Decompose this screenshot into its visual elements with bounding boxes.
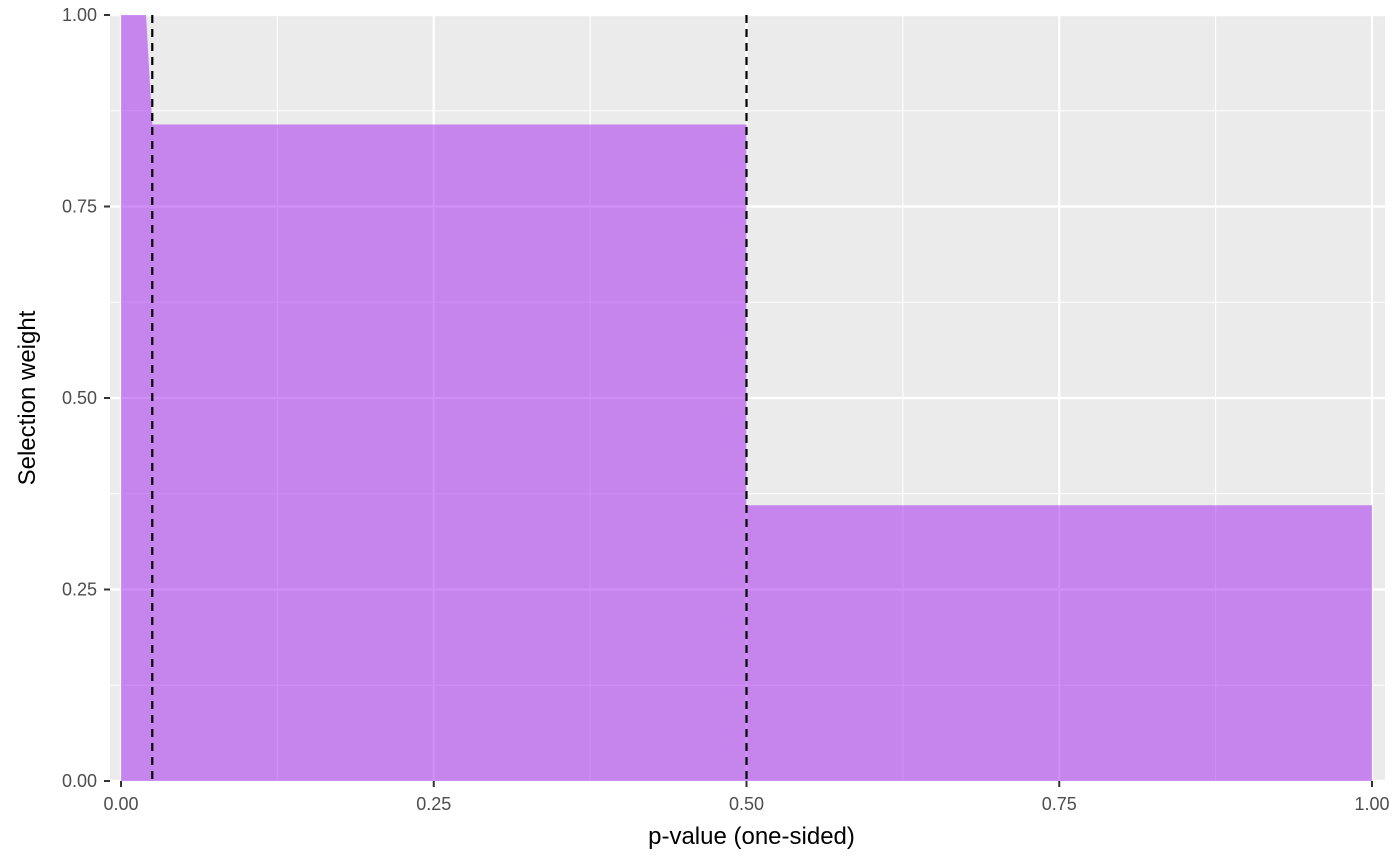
x-tick-label: 0.25 <box>416 794 451 814</box>
x-tick-label: 0.75 <box>1042 794 1077 814</box>
x-tick-label: 0.00 <box>103 794 138 814</box>
y-axis: 0.00 0.25 0.50 0.75 1.00 <box>62 5 110 791</box>
x-axis-title: p-value (one-sided) <box>648 823 855 850</box>
y-tick-label: 0.50 <box>62 388 97 408</box>
y-tick-label: 0.75 <box>62 197 97 217</box>
x-tick-label: 0.50 <box>729 794 764 814</box>
y-axis-title: Selection weight <box>14 310 41 485</box>
x-axis: 0.00 0.25 0.50 0.75 1.00 <box>103 781 1390 814</box>
x-tick-label: 1.00 <box>1354 794 1389 814</box>
y-tick-label: 1.00 <box>62 5 97 25</box>
y-tick-label: 0.25 <box>62 580 97 600</box>
y-tick-label: 0.00 <box>62 771 97 791</box>
threshold-lines <box>151 15 748 781</box>
